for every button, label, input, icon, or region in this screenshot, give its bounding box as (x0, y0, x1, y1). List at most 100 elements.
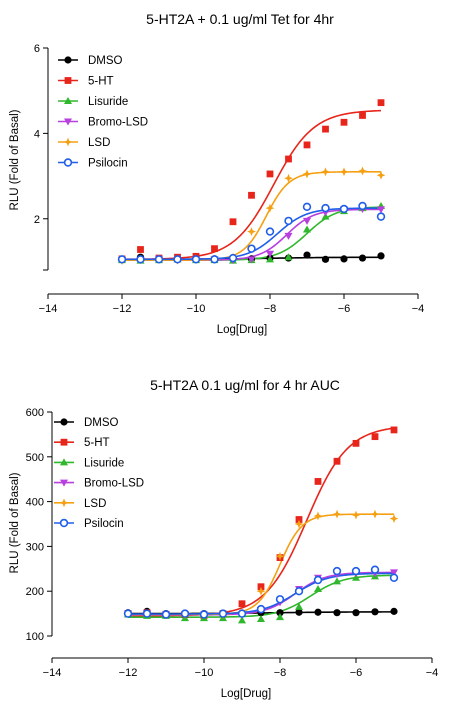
data-point-lisuride (303, 225, 311, 233)
data-point-dmso (295, 608, 303, 616)
legend: DMSO 5-HT Lisuride Bromo-LSD LSD Psilocin (54, 417, 144, 530)
data-point-lisuride (314, 584, 322, 592)
y-tick-label: 200 (26, 586, 44, 598)
x-axis-label: Log[Drug] (221, 688, 272, 700)
y-tick-label: 100 (26, 631, 44, 643)
data-point-psilocin (173, 255, 182, 264)
series-5-ht (118, 99, 385, 263)
data-point-dmso (340, 255, 348, 263)
data-point-psilocin (180, 609, 190, 618)
chart-panel-bottom: 5-HT2A 0.1 ug/ml for 4 hr AUC Log[Drug] … (9, 377, 438, 700)
legend-marker-bromo-lsd (60, 479, 68, 487)
data-point-psilocin (275, 595, 285, 604)
x-tick-label: −12 (119, 667, 138, 679)
data-point-5-ht (390, 426, 398, 434)
data-point-dmso (276, 609, 284, 617)
data-point-lsd (389, 514, 399, 524)
legend-label-lisuride: Lisuride (88, 96, 128, 108)
data-point-psilocin (313, 575, 323, 585)
data-point-5-ht (211, 245, 218, 253)
data-point-lsd (358, 166, 367, 176)
legend: DMSO 5-HT Lisuride Bromo-LSD LSD Psilocin (58, 55, 148, 170)
data-point-5-ht (377, 99, 385, 107)
data-point-5-ht (248, 191, 255, 199)
data-point-5-ht (333, 457, 341, 465)
data-point-bromo-lsd (247, 256, 256, 264)
plot-area: 2 4 6 −14 −12 −10 −8 −6 −4 DMSO 5-HT Lisuride Bromo-… (34, 43, 424, 315)
data-point-psilocin (154, 255, 164, 264)
data-point-lsd (284, 173, 293, 183)
data-point-lisuride (333, 577, 341, 585)
data-point-psilocin (256, 604, 266, 614)
y-tick-label: 500 (26, 452, 44, 464)
data-point-psilocin (142, 609, 152, 618)
data-point-psilocin (358, 201, 367, 211)
y-tick-label: 600 (26, 407, 44, 419)
data-point-lsd (339, 167, 349, 177)
data-point-lisuride (257, 614, 265, 622)
data-point-lsd (247, 227, 256, 236)
data-point-dmso (358, 254, 367, 262)
y-axis-label: RLU (Fold of Basal) (9, 472, 21, 573)
data-point-lisuride (266, 255, 274, 263)
legend-label-5-ht: 5-HT (88, 76, 114, 88)
data-point-5-ht (257, 583, 265, 591)
legend-marker-psilocin (63, 158, 73, 167)
legend-label-psilocin: Psilocin (88, 158, 128, 170)
data-point-5-ht (137, 246, 144, 253)
x-tick-label: −12 (113, 303, 132, 315)
data-point-lisuride (284, 253, 293, 261)
data-point-psilocin (389, 573, 399, 582)
legend-marker-lsd (59, 498, 69, 508)
fit-curve-lsd (128, 513, 394, 616)
data-point-dmso (303, 251, 311, 259)
data-point-5-ht (322, 125, 329, 133)
x-tick-label: −10 (195, 667, 214, 679)
fit-curve-5-ht (121, 109, 382, 261)
data-point-lsd (265, 203, 275, 213)
x-tick-label: −4 (426, 667, 439, 679)
x-axis-label: Log[Drug] (217, 324, 268, 336)
data-point-psilocin (247, 244, 256, 253)
data-point-psilocin (199, 610, 209, 619)
chart-title: 5-HT2A 0.1 ug/ml for 4 hr AUC (150, 377, 340, 393)
y-tick-label: 400 (26, 497, 44, 509)
data-point-bromo-lsd (377, 206, 385, 214)
x-tick-label: −6 (338, 303, 351, 315)
x-tick-label: −14 (39, 303, 58, 315)
data-point-5-ht (266, 170, 274, 178)
data-point-psilocin (370, 565, 380, 574)
data-point-bromo-lsd (390, 569, 398, 577)
chart-panel-top: 5-HT2A + 0.1 ug/ml Tet for 4hr Log[Drug]… (9, 11, 424, 336)
data-point-dmso (352, 609, 360, 617)
legend-marker-5-ht (60, 438, 68, 446)
data-point-lisuride (295, 602, 303, 610)
data-point-dmso (314, 608, 322, 616)
y-tick-label: 4 (34, 128, 40, 140)
data-point-lsd (376, 170, 386, 180)
data-point-psilocin (136, 255, 145, 264)
legend-label-lisuride: Lisuride (84, 457, 124, 469)
data-point-lsd (321, 167, 330, 177)
data-point-dmso (390, 607, 398, 615)
data-point-dmso (333, 609, 341, 617)
legend-marker-bromo-lsd (64, 118, 72, 126)
data-point-lisuride (276, 613, 284, 621)
legend-marker-5-ht (64, 77, 72, 84)
data-point-psilocin (339, 204, 349, 214)
plot-area: 100 200 300 400 500 600 −14 −12 −10 −8 −6 −4 DMSO 5-H… (26, 407, 439, 679)
data-point-5-ht (229, 218, 237, 226)
data-point-lsd (256, 586, 266, 596)
x-tick-label: −10 (187, 303, 206, 315)
chart-title: 5-HT2A + 0.1 ug/ml Tet for 4hr (146, 11, 334, 27)
data-point-lsd (294, 519, 304, 529)
data-point-bromo-lsd (284, 232, 293, 240)
legend-marker-psilocin (59, 518, 69, 528)
legend-label-dmso: DMSO (84, 417, 119, 429)
data-point-psilocin (321, 203, 330, 213)
data-point-5-ht (340, 118, 348, 126)
data-point-bromo-lsd (303, 217, 311, 225)
data-point-psilocin (302, 202, 312, 212)
data-point-psilocin (376, 212, 386, 221)
